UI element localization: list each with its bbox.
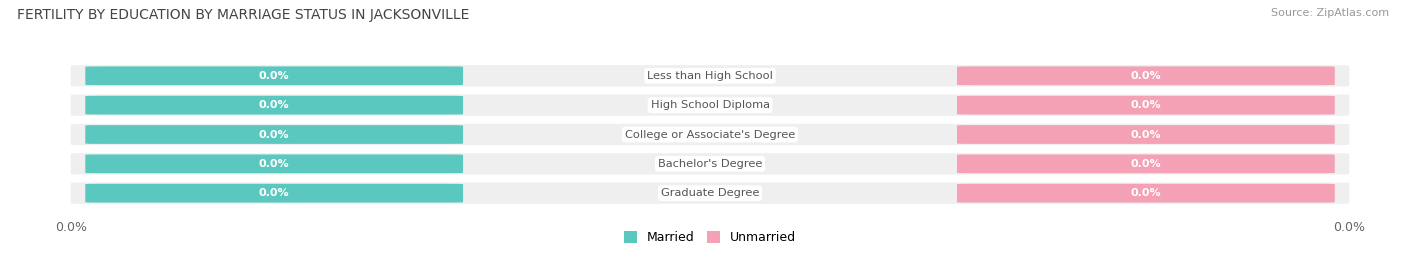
FancyBboxPatch shape [70, 65, 1350, 87]
Text: High School Diploma: High School Diploma [651, 100, 769, 110]
Text: 0.0%: 0.0% [1130, 188, 1161, 198]
Text: 0.0%: 0.0% [1130, 159, 1161, 169]
Text: FERTILITY BY EDUCATION BY MARRIAGE STATUS IN JACKSONVILLE: FERTILITY BY EDUCATION BY MARRIAGE STATU… [17, 8, 470, 22]
Legend: Married, Unmarried: Married, Unmarried [619, 226, 801, 249]
FancyBboxPatch shape [957, 184, 1334, 203]
FancyBboxPatch shape [86, 96, 463, 115]
Text: 0.0%: 0.0% [1130, 129, 1161, 140]
FancyBboxPatch shape [70, 124, 1350, 145]
FancyBboxPatch shape [957, 154, 1334, 173]
Text: 0.0%: 0.0% [259, 159, 290, 169]
FancyBboxPatch shape [86, 125, 463, 144]
Text: College or Associate's Degree: College or Associate's Degree [624, 129, 796, 140]
Text: Graduate Degree: Graduate Degree [661, 188, 759, 198]
FancyBboxPatch shape [957, 96, 1334, 115]
FancyBboxPatch shape [86, 184, 463, 203]
Text: Source: ZipAtlas.com: Source: ZipAtlas.com [1271, 8, 1389, 18]
Text: 0.0%: 0.0% [259, 100, 290, 110]
Text: 0.0%: 0.0% [259, 71, 290, 81]
FancyBboxPatch shape [70, 182, 1350, 204]
Text: 0.0%: 0.0% [259, 129, 290, 140]
FancyBboxPatch shape [70, 153, 1350, 175]
FancyBboxPatch shape [957, 66, 1334, 85]
FancyBboxPatch shape [70, 94, 1350, 116]
Text: Less than High School: Less than High School [647, 71, 773, 81]
FancyBboxPatch shape [957, 125, 1334, 144]
Text: Bachelor's Degree: Bachelor's Degree [658, 159, 762, 169]
Text: 0.0%: 0.0% [1130, 71, 1161, 81]
Text: 0.0%: 0.0% [259, 188, 290, 198]
FancyBboxPatch shape [86, 66, 463, 85]
Text: 0.0%: 0.0% [1130, 100, 1161, 110]
FancyBboxPatch shape [86, 154, 463, 173]
